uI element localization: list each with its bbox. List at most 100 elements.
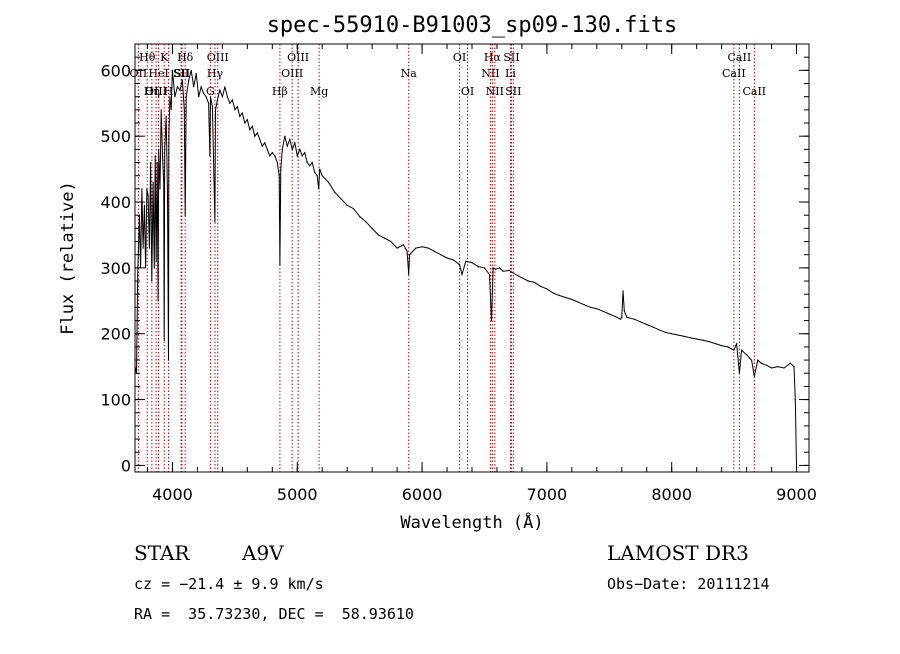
spectrum-point-99 [319, 168, 321, 170]
spectrum-point-9 [146, 188, 148, 190]
spectral-line-label-10: OIII [207, 51, 229, 64]
spectrum-point-29 [167, 359, 170, 361]
spectrum-point-108 [371, 227, 373, 229]
spectrum-point-33 [171, 69, 173, 71]
spectral-line-label-14: OIII [281, 67, 303, 80]
spectrum-point-37 [181, 79, 183, 81]
x-tick-label-4000: 4000 [152, 485, 193, 504]
spectrum-point-111 [390, 240, 392, 243]
spectral-line-label-16: Mg [310, 85, 328, 98]
spectrum-series [134, 69, 798, 466]
spectrum-point-128 [477, 266, 479, 268]
spectrum-point-104 [346, 204, 348, 206]
spectrum-point-165 [664, 331, 667, 333]
spectrum-point-162 [646, 323, 648, 326]
spectrum-point-54 [214, 109, 217, 111]
spectrum-point-172 [708, 341, 710, 343]
spectrum-point-167 [677, 334, 679, 336]
spectrum-point-15 [153, 267, 155, 269]
spectrum-point-129 [483, 267, 486, 269]
spectral-line-label-27: CaII [722, 67, 746, 80]
spectrum-point-100 [321, 175, 323, 177]
spectrum-point-20 [158, 148, 160, 150]
spectrum-point-43 [193, 86, 195, 88]
spectrum-point-130 [488, 273, 491, 276]
spectrum-point-31 [169, 96, 171, 98]
spectrum-point-121 [440, 254, 442, 256]
spectrum-point-53 [214, 221, 216, 223]
spectrum-point-45 [198, 96, 200, 98]
spectrum-point-178 [738, 372, 741, 374]
y-tick-label-500: 500 [100, 127, 131, 146]
redshift-value: cz = −21.4 ± 9.9 km/s [134, 575, 324, 593]
spectrum-point-47 [203, 92, 205, 94]
spectrum-point-153 [608, 313, 610, 315]
spectrum-point-28 [166, 194, 169, 196]
spectrum-point-185 [766, 364, 768, 366]
spectrum-point-163 [652, 326, 654, 328]
spectrum-point-107 [365, 221, 367, 223]
spectrum-point-67 [246, 119, 248, 121]
spectrum-point-25 [163, 339, 165, 341]
spectral-line-label-19: OI [461, 85, 474, 98]
spectral-line-label-2: HeI [148, 67, 168, 80]
spectrum-point-83 [281, 148, 283, 150]
spectrum-point-96 [314, 171, 316, 173]
spectrum-point-85 [286, 145, 288, 147]
y-tick-label-0: 0 [121, 456, 131, 475]
spectrum-point-88 [294, 142, 296, 144]
spectrum-point-98 [318, 188, 320, 190]
spectrum-point-183 [757, 359, 759, 361]
spectral-line-label-26: CaII [728, 51, 752, 64]
spectrum-point-35 [176, 86, 178, 88]
observation-date: Obs−Date: 20111214 [607, 575, 770, 593]
x-tick-label-6000: 6000 [402, 485, 443, 504]
spectrum-point-56 [219, 89, 221, 91]
spectrum-point-60 [229, 102, 231, 104]
spectrum-point-135 [498, 267, 501, 269]
spectrum-point-27 [165, 115, 167, 117]
spectrum-point-133 [492, 267, 494, 269]
spectral-line-label-24: NII [486, 85, 504, 98]
spectrum-point-6 [142, 247, 144, 249]
spectrum-point-5 [141, 188, 143, 190]
spectral-line-label-1: OII [130, 67, 148, 80]
spectrum-point-168 [683, 335, 685, 337]
spectrum-point-64 [239, 115, 241, 117]
spectral-line-label-23: Li [505, 67, 516, 80]
axes: 4000 5000 6000 7000 8000 9000 0 100 200 300 400 500… [100, 43, 817, 504]
spectrum-point-50 [209, 155, 211, 157]
spectrum-point-79 [276, 161, 278, 164]
y-tick-label-200: 200 [100, 325, 131, 344]
spectrum-point-30 [168, 135, 170, 137]
spectrum-point-59 [226, 96, 228, 98]
x-axis-label: Wavelength (Å) [400, 511, 543, 533]
spectrum-point-122 [446, 257, 448, 259]
x-tick-label-8000: 8000 [651, 485, 692, 504]
spectrum-point-87 [291, 148, 293, 150]
spectrum-point-13 [151, 280, 153, 282]
spectrum-point-127 [471, 262, 473, 264]
spectrum-point-179 [741, 349, 743, 351]
spectrum-point-24 [163, 181, 165, 183]
spectrum-point-18 [156, 161, 158, 164]
spectral-line-label-15: Hβ [272, 85, 288, 98]
y-tick-label-400: 400 [100, 193, 131, 212]
spectrum-point-124 [458, 264, 461, 266]
spectrum-point-7 [143, 204, 145, 206]
spectrum-point-72 [259, 138, 261, 141]
spectrum-point-149 [583, 304, 585, 306]
spectrum-point-26 [164, 148, 166, 150]
spectrum-point-126 [465, 260, 467, 262]
spectrum-point-176 [733, 349, 735, 351]
spectrum-point-61 [231, 99, 233, 101]
spectral-subclass: A9V [241, 541, 284, 565]
spectrum-point-123 [452, 259, 454, 261]
spectrum-point-174 [721, 345, 723, 347]
spectral-line-label-28: CaII [742, 85, 766, 98]
spectral-line-label-9: SII [174, 67, 190, 80]
spectral-line-label-5: K [160, 51, 169, 64]
spectrum-point-118 [421, 246, 423, 248]
spectrum-point-184 [761, 362, 763, 364]
